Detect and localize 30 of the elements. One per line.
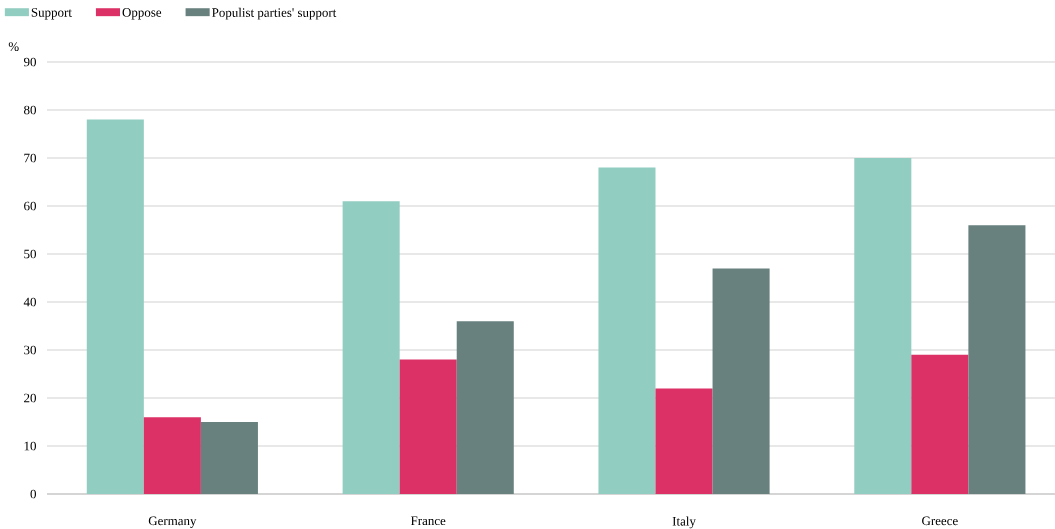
y-tick-label: 30 [24, 345, 36, 355]
y-tick-label: 50 [24, 249, 36, 259]
y-tick-label: 80 [24, 105, 36, 115]
bar [456, 321, 514, 494]
bar [86, 119, 144, 494]
legend-label: Support [31, 8, 72, 20]
legend-label: Populist parties' support [212, 7, 337, 20]
bar [911, 354, 969, 494]
x-tick-label: France [410, 516, 446, 526]
bar [598, 167, 656, 494]
bar [143, 417, 201, 494]
y-tick-label: 90 [23, 57, 36, 67]
bar [712, 268, 770, 494]
legend-label: Oppose [122, 8, 162, 20]
y-tick-label: 10 [24, 441, 36, 451]
bar [854, 158, 912, 494]
y-tick-label: 20 [24, 393, 36, 403]
y-axis-title: % [8, 42, 19, 51]
y-tick-label: 60 [24, 201, 36, 211]
x-tick-label: Italy [672, 516, 696, 529]
y-tick-label: 0 [30, 489, 36, 499]
x-tick-label: Greece [922, 516, 958, 526]
bar [655, 388, 713, 494]
y-tick-label: 40 [23, 297, 36, 307]
x-tick-label: Germany [148, 516, 197, 528]
y-tick-label: 70 [24, 153, 36, 163]
bar [342, 201, 400, 494]
bar [200, 422, 258, 494]
bar [399, 359, 457, 494]
bar [968, 225, 1026, 494]
